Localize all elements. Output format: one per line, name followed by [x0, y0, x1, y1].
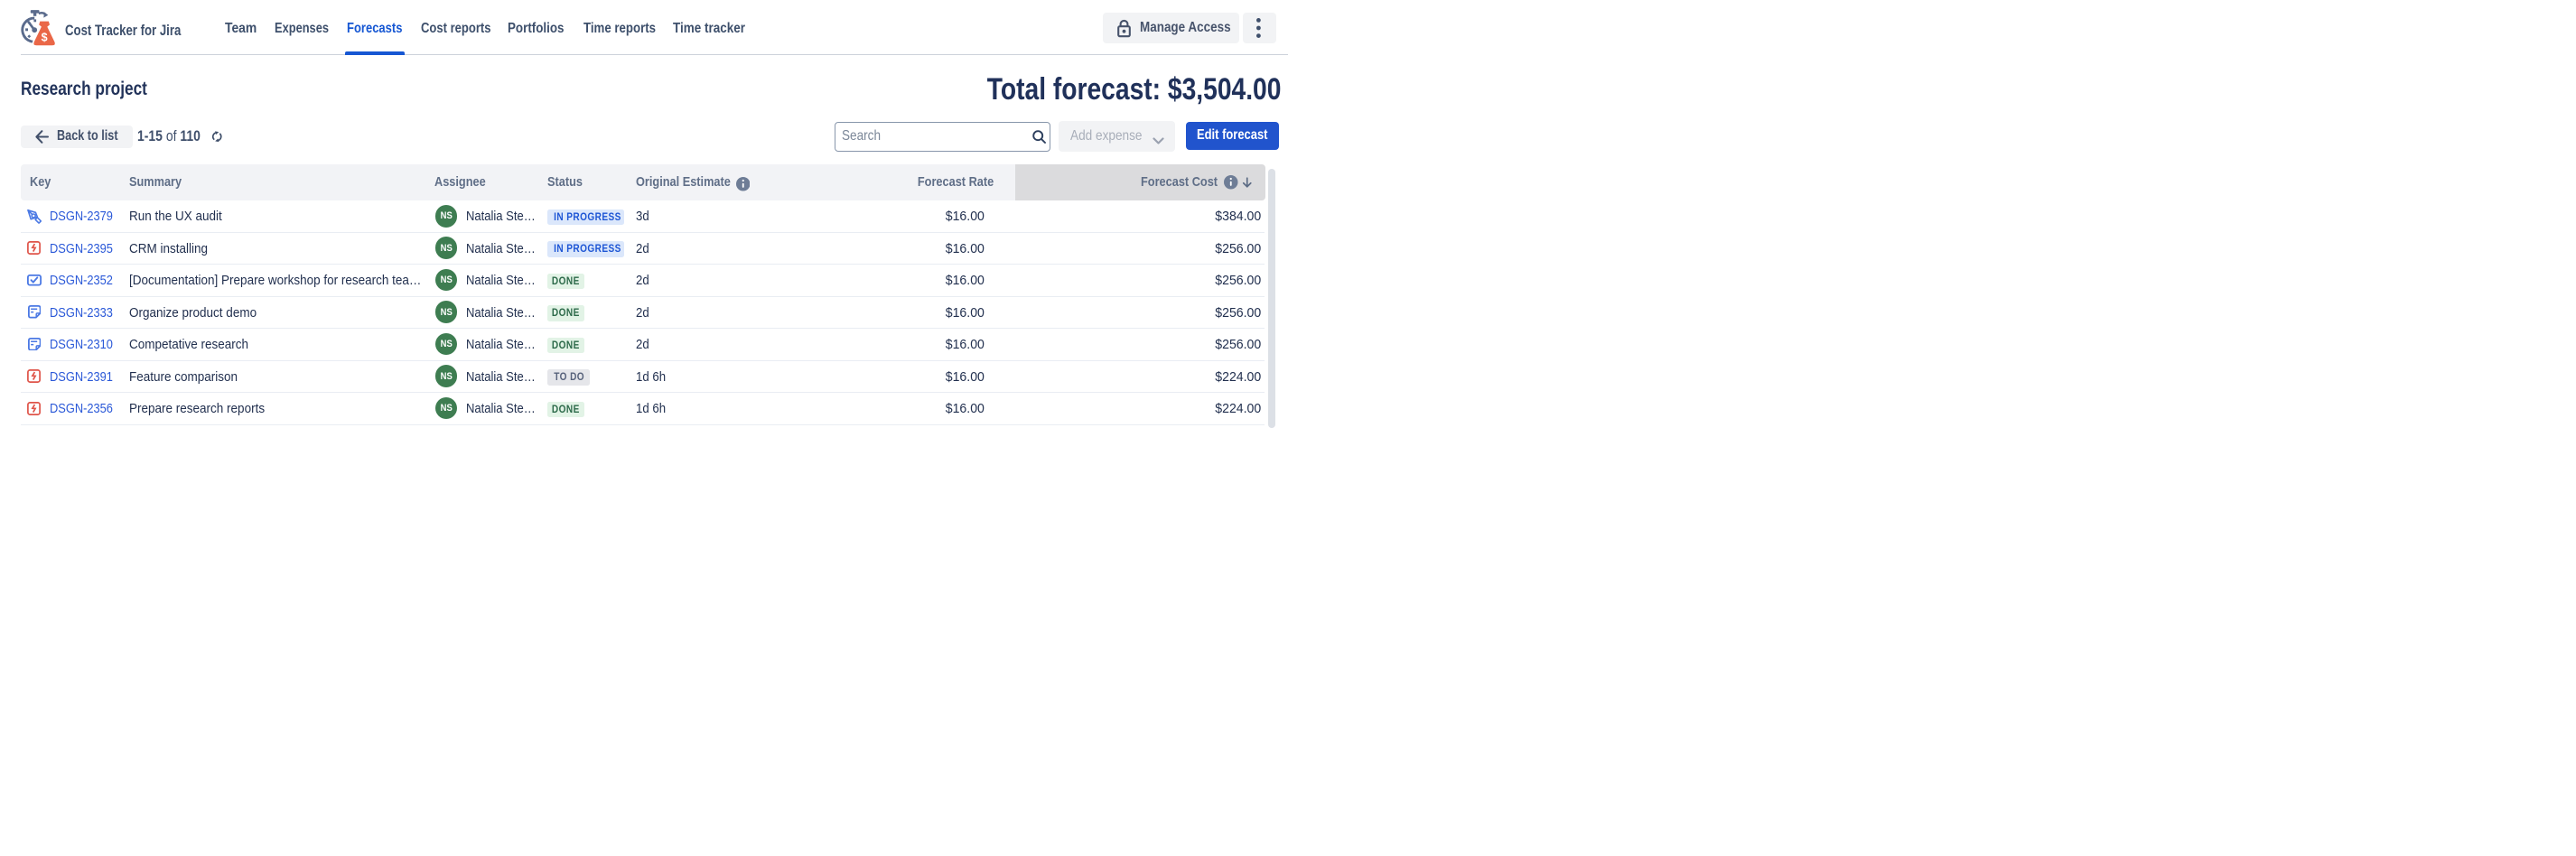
svg-text:$: $ — [42, 32, 48, 44]
